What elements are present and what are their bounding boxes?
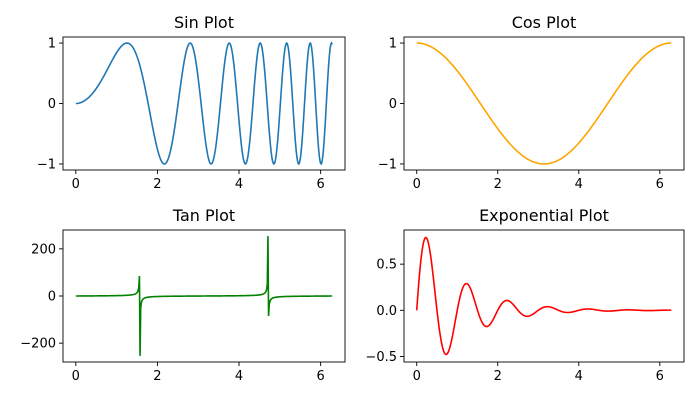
x-tick-label: 2 bbox=[153, 177, 161, 192]
series-line bbox=[415, 236, 672, 356]
subplot-1: 0 2 4 6 −1 0 1 Sin Plot bbox=[37, 13, 346, 192]
y-tick-label: −1 bbox=[37, 157, 56, 172]
axes-frame bbox=[62, 36, 346, 171]
x-tick-label: 0 bbox=[413, 177, 421, 192]
subplot-4: 0 2 4 6 −0.5 0.0 0.5 Exponential Plot bbox=[365, 206, 685, 384]
axes-frame bbox=[403, 229, 685, 363]
x-tick-label: 4 bbox=[575, 177, 583, 192]
series-line bbox=[75, 41, 333, 166]
subplot-3: 0 2 4 6 −200 0 200 Tan Plot bbox=[20, 206, 346, 384]
y-tick-label: 0 bbox=[389, 97, 397, 112]
x-tick-label: 6 bbox=[656, 177, 664, 192]
y-tick-label: 200 bbox=[31, 242, 56, 257]
x-tick-label: 0 bbox=[72, 369, 80, 384]
series-line bbox=[75, 236, 333, 356]
x-tick-label: 4 bbox=[235, 369, 243, 384]
x-tick-label: 6 bbox=[316, 177, 324, 192]
x-tick-label: 2 bbox=[494, 369, 502, 384]
x-tick-label: 4 bbox=[575, 369, 583, 384]
y-tick-label: −0.5 bbox=[365, 350, 397, 365]
x-tick-label: 2 bbox=[494, 177, 502, 192]
subplot-title: Cos Plot bbox=[512, 13, 577, 32]
x-tick-label: 2 bbox=[153, 369, 161, 384]
x-tick-label: 6 bbox=[656, 369, 664, 384]
x-tick-label: 6 bbox=[316, 369, 324, 384]
y-tick-label: 0.0 bbox=[376, 304, 397, 319]
y-tick-label: 1 bbox=[389, 37, 397, 52]
x-tick-label: 0 bbox=[413, 369, 421, 384]
y-tick-label: −200 bbox=[20, 337, 56, 352]
series-line bbox=[416, 42, 672, 165]
x-tick-label: 0 bbox=[72, 177, 80, 192]
axes-frame bbox=[403, 36, 685, 171]
subplot-title: Tan Plot bbox=[172, 206, 235, 225]
y-tick-label: 1 bbox=[48, 37, 56, 52]
subplot-title: Exponential Plot bbox=[479, 206, 609, 225]
subplot-2: 0 2 4 6 −1 0 1 Cos Plot bbox=[378, 13, 685, 192]
x-tick-label: 4 bbox=[235, 177, 243, 192]
subplot-title: Sin Plot bbox=[174, 13, 234, 32]
y-tick-label: −1 bbox=[378, 157, 397, 172]
y-tick-label: 0 bbox=[48, 97, 56, 112]
y-tick-label: 0.5 bbox=[376, 258, 397, 273]
y-tick-label: 0 bbox=[48, 290, 56, 305]
